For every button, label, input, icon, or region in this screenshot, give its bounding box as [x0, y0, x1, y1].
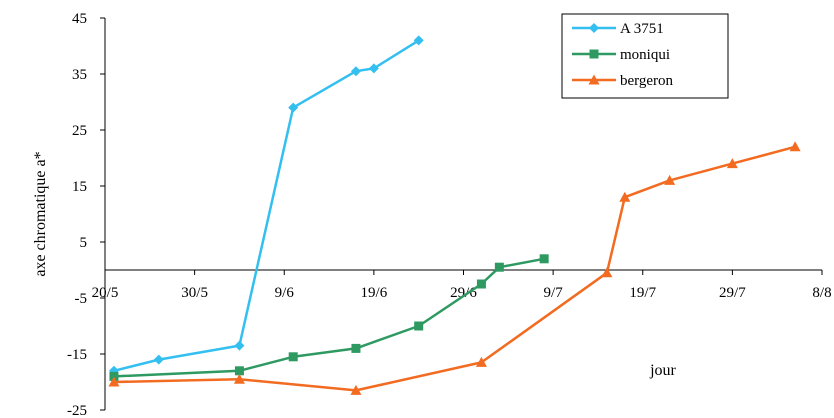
y-tick-labels: -25 -15 -5 5 15 25 35 45	[67, 11, 105, 418]
data-point-moniqui	[414, 321, 424, 331]
data-point-bergeron	[350, 384, 362, 395]
data-point-bergeron	[664, 174, 676, 185]
x-tick-labels: 20/5 30/5 9/6 19/6 29/6 9/7 19/7 29/7 8/8	[92, 270, 832, 301]
data-point-moniqui	[539, 254, 549, 264]
y-tick-label: 35	[72, 67, 87, 83]
data-point-a-3751	[368, 63, 379, 74]
y-axis-label: axe chromatique a*	[32, 151, 49, 276]
data-point-moniqui	[109, 371, 119, 381]
data-point-bergeron	[619, 191, 631, 202]
x-tick-label: 29/6	[450, 285, 477, 301]
y-tick-label: -5	[75, 291, 88, 307]
data-point-a-3751	[350, 66, 361, 77]
series-line-moniqui	[113, 257, 545, 378]
y-tick-label: 25	[72, 123, 87, 139]
x-tick-label: 8/8	[812, 285, 831, 301]
data-point-a-3751	[234, 340, 245, 351]
data-point-moniqui	[288, 352, 298, 362]
data-point-a-3751	[288, 102, 299, 113]
data-point-bergeron	[108, 376, 120, 387]
x-tick-label: 9/7	[544, 285, 564, 301]
y-tick-label: -25	[67, 403, 87, 418]
x-tick-label: 9/6	[275, 285, 295, 301]
series-line-a-3751	[113, 39, 420, 373]
y-tick-label: 15	[72, 179, 87, 195]
x-tick-label: 29/7	[719, 285, 746, 301]
legend: A 3751 moniqui bergeron	[561, 13, 729, 99]
x-tick-label: 20/5	[92, 285, 119, 301]
y-tick-label: 5	[80, 235, 88, 251]
legend-label-a-3751: A 3751	[620, 21, 664, 37]
data-point-a-3751	[413, 35, 424, 46]
x-tick-label: 19/7	[629, 285, 656, 301]
series-markers	[108, 35, 801, 395]
legend-label-bergeron: bergeron	[620, 73, 674, 89]
data-point-bergeron	[475, 356, 487, 367]
x-axis-label: jour	[649, 362, 676, 379]
data-point-a-3751	[153, 354, 164, 365]
data-point-moniqui	[234, 366, 244, 376]
y-tick-label: -15	[67, 347, 87, 363]
x-tick-label: 30/5	[181, 285, 208, 301]
legend-label-moniqui: moniqui	[620, 47, 670, 63]
series-line-bergeron	[113, 145, 796, 392]
legend-marker-a-3751	[589, 23, 599, 33]
y-tick-label: 45	[72, 11, 87, 27]
data-point-moniqui	[351, 343, 361, 353]
data-point-bergeron	[726, 158, 738, 169]
data-point-bergeron	[789, 141, 801, 152]
x-tick-label: 19/6	[361, 285, 388, 301]
data-point-moniqui	[476, 279, 486, 289]
legend-marker-bergeron	[588, 74, 600, 85]
legend-marker-moniqui	[589, 49, 599, 59]
data-point-moniqui	[494, 262, 504, 272]
data-point-bergeron	[601, 267, 613, 278]
data-point-bergeron	[233, 373, 245, 384]
